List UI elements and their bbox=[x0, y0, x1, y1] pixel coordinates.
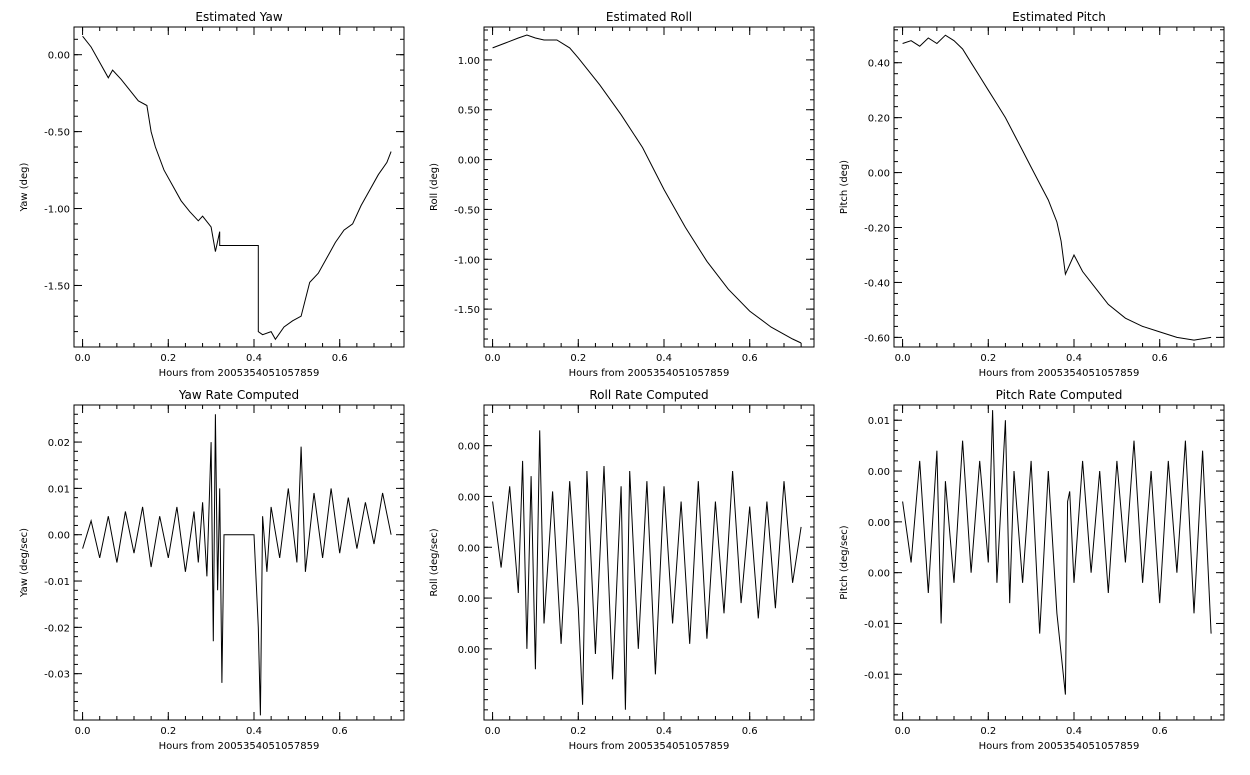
y-tick-label: 0.50 bbox=[458, 106, 480, 117]
y-tick-label: -0.03 bbox=[44, 670, 70, 681]
plot-area bbox=[73, 404, 405, 721]
series-line bbox=[492, 34, 802, 344]
chart-yaw-rate: Yaw Rate Computed Hours from 200535405105… bbox=[19, 388, 405, 752]
x-tick-label: 0.0 bbox=[75, 353, 91, 364]
y-tick-label: -0.60 bbox=[864, 333, 890, 344]
x-tick-label: 0.4 bbox=[656, 353, 672, 364]
y-tick-label: -0.50 bbox=[454, 205, 480, 216]
x-tick-label: 0.4 bbox=[1066, 353, 1082, 364]
y-tick-label: -1.00 bbox=[454, 255, 480, 266]
y-axis-label: Yaw (deg/sec) bbox=[19, 528, 30, 598]
series-line bbox=[902, 34, 1212, 341]
x-tick-label: 0.6 bbox=[1152, 353, 1168, 364]
y-axis-label: Yaw (deg) bbox=[19, 162, 30, 212]
y-tick-label: -0.40 bbox=[864, 278, 890, 289]
plot-area bbox=[483, 404, 815, 721]
y-tick-label: 0.00 bbox=[868, 569, 890, 580]
plot-area bbox=[73, 26, 405, 348]
y-tick-label: 0.00 bbox=[868, 467, 890, 478]
y-axis-label: Pitch (deg) bbox=[839, 160, 850, 214]
x-tick-label: 0.2 bbox=[980, 353, 996, 364]
x-axis-label: Hours from 2005354051057859 bbox=[569, 741, 730, 752]
x-tick-label: 0.0 bbox=[485, 353, 501, 364]
x-tick-label: 0.0 bbox=[895, 353, 911, 364]
y-tick-label: 0.02 bbox=[48, 438, 70, 449]
x-tick-label: 0.4 bbox=[246, 726, 262, 737]
x-axis-label: Hours from 2005354051057859 bbox=[979, 368, 1140, 379]
y-tick-label: 0.00 bbox=[458, 543, 480, 554]
y-tick-label: -0.01 bbox=[864, 670, 890, 681]
chart-title: Pitch Rate Computed bbox=[996, 388, 1123, 402]
y-tick-label: 0.40 bbox=[868, 59, 890, 70]
y-tick-label: -1.00 bbox=[44, 205, 70, 216]
y-tick-label: -0.02 bbox=[44, 623, 70, 634]
x-tick-label: 0.4 bbox=[656, 726, 672, 737]
x-tick-label: 0.6 bbox=[742, 726, 758, 737]
y-tick-label: 0.01 bbox=[48, 484, 70, 495]
x-tick-label: 0.2 bbox=[160, 353, 176, 364]
y-tick-label: 0.01 bbox=[868, 416, 890, 427]
y-tick-label: 0.00 bbox=[458, 156, 480, 167]
x-axis-label: Hours from 2005354051057859 bbox=[979, 741, 1140, 752]
series-line bbox=[82, 414, 392, 716]
y-tick-label: 0.20 bbox=[868, 114, 890, 125]
plot-area bbox=[483, 26, 815, 348]
chart-title: Estimated Roll bbox=[606, 10, 692, 24]
x-tick-label: 0.6 bbox=[1152, 726, 1168, 737]
x-tick-label: 0.0 bbox=[485, 726, 501, 737]
x-tick-label: 0.2 bbox=[980, 726, 996, 737]
y-tick-label: -0.01 bbox=[44, 577, 70, 588]
plot-area bbox=[893, 26, 1225, 348]
chart-title: Estimated Yaw bbox=[195, 10, 282, 24]
series-line bbox=[902, 410, 1212, 695]
x-tick-label: 0.2 bbox=[570, 726, 586, 737]
x-tick-label: 0.6 bbox=[332, 726, 348, 737]
chart-yaw: Estimated Yaw Hours from 2005354051057859… bbox=[19, 10, 405, 379]
x-axis-label: Hours from 2005354051057859 bbox=[159, 741, 320, 752]
y-tick-label: -0.01 bbox=[864, 619, 890, 630]
series-line bbox=[492, 430, 802, 710]
y-tick-label: 0.00 bbox=[868, 169, 890, 180]
y-tick-label: 0.00 bbox=[48, 531, 70, 542]
x-tick-label: 0.2 bbox=[570, 353, 586, 364]
y-tick-label: -1.50 bbox=[454, 305, 480, 316]
y-tick-label: 0.00 bbox=[458, 492, 480, 503]
chart-title: Roll Rate Computed bbox=[589, 388, 708, 402]
chart-title: Yaw Rate Computed bbox=[178, 388, 299, 402]
y-tick-label: 0.00 bbox=[48, 51, 70, 62]
x-tick-label: 0.6 bbox=[742, 353, 758, 364]
x-tick-label: 0.2 bbox=[160, 726, 176, 737]
chart-pitch-rate: Pitch Rate Computed Hours from 2005354051… bbox=[839, 388, 1225, 752]
y-tick-label: 0.00 bbox=[458, 442, 480, 453]
x-tick-label: 0.0 bbox=[895, 726, 911, 737]
x-tick-label: 0.4 bbox=[246, 353, 262, 364]
chart-title: Estimated Pitch bbox=[1012, 10, 1106, 24]
chart-roll-rate: Roll Rate Computed Hours from 20053540510… bbox=[429, 388, 815, 752]
y-tick-label: 0.00 bbox=[458, 645, 480, 656]
x-tick-label: 0.6 bbox=[332, 353, 348, 364]
y-tick-label: 0.00 bbox=[868, 518, 890, 529]
x-tick-label: 0.4 bbox=[1066, 726, 1082, 737]
x-tick-label: 0.0 bbox=[75, 726, 91, 737]
y-axis-label: Pitch (deg/sec) bbox=[839, 525, 850, 600]
x-axis-label: Hours from 2005354051057859 bbox=[159, 368, 320, 379]
chart-pitch: Estimated Pitch Hours from 20053540510578… bbox=[839, 10, 1225, 379]
x-axis-label: Hours from 2005354051057859 bbox=[569, 368, 730, 379]
y-tick-label: -0.50 bbox=[44, 128, 70, 139]
y-tick-label: -1.50 bbox=[44, 281, 70, 292]
series-line bbox=[82, 35, 392, 341]
y-tick-label: 0.00 bbox=[458, 594, 480, 605]
y-tick-label: -0.20 bbox=[864, 224, 890, 235]
y-tick-label: 1.00 bbox=[458, 56, 480, 67]
chart-roll: Estimated Roll Hours from 200535405105785… bbox=[429, 10, 815, 379]
y-axis-label: Roll (deg/sec) bbox=[429, 528, 440, 596]
y-axis-label: Roll (deg) bbox=[429, 163, 440, 211]
plot-area bbox=[893, 404, 1225, 721]
